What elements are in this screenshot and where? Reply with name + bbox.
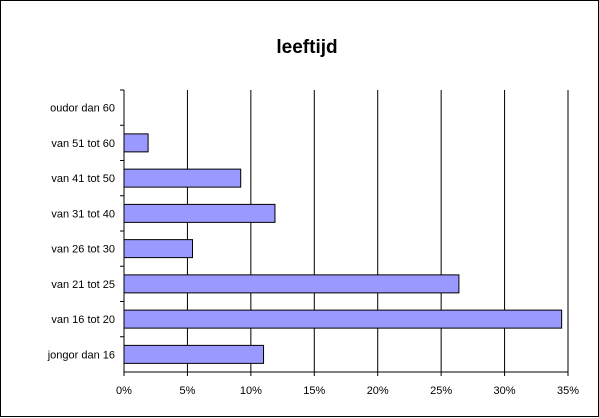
category-label: van 51 tot 60 — [51, 138, 115, 150]
bar — [123, 344, 265, 364]
bar — [123, 133, 149, 153]
x-tick-label: 30% — [494, 385, 516, 397]
bar — [123, 203, 276, 223]
bars — [123, 133, 563, 364]
bar — [123, 309, 563, 329]
category-label: van 26 tot 30 — [51, 244, 115, 256]
category-labels: jongor dan 16 van 16 tot 20 van 21 tot 25 v… — [47, 103, 115, 362]
category-label: jongor dan 16 — [47, 349, 115, 361]
x-tick-label: 35% — [557, 385, 579, 397]
bar — [123, 239, 194, 259]
x-tick-label: 20% — [367, 385, 389, 397]
grid-lines — [186, 90, 569, 372]
x-tick-label: 0% — [116, 385, 132, 397]
x-tick-labels: 0% 5% 10% 15% 20% 25% 30% 35% — [116, 385, 579, 397]
x-tick-label: 5% — [179, 385, 195, 397]
category-label: van 21 tot 25 — [51, 279, 115, 291]
x-tick-label: 15% — [303, 385, 325, 397]
category-label: van 41 tot 50 — [51, 173, 115, 185]
x-tick-label: 10% — [240, 385, 262, 397]
x-tick-label: 25% — [430, 385, 452, 397]
bar — [123, 168, 242, 188]
category-label: oudor dan 60 — [50, 103, 115, 115]
axes — [120, 89, 569, 376]
bar — [123, 274, 460, 294]
category-label: van 16 tot 20 — [51, 314, 115, 326]
category-label: van 31 tot 40 — [51, 208, 115, 220]
chart-title: leeftijd — [276, 37, 337, 58]
